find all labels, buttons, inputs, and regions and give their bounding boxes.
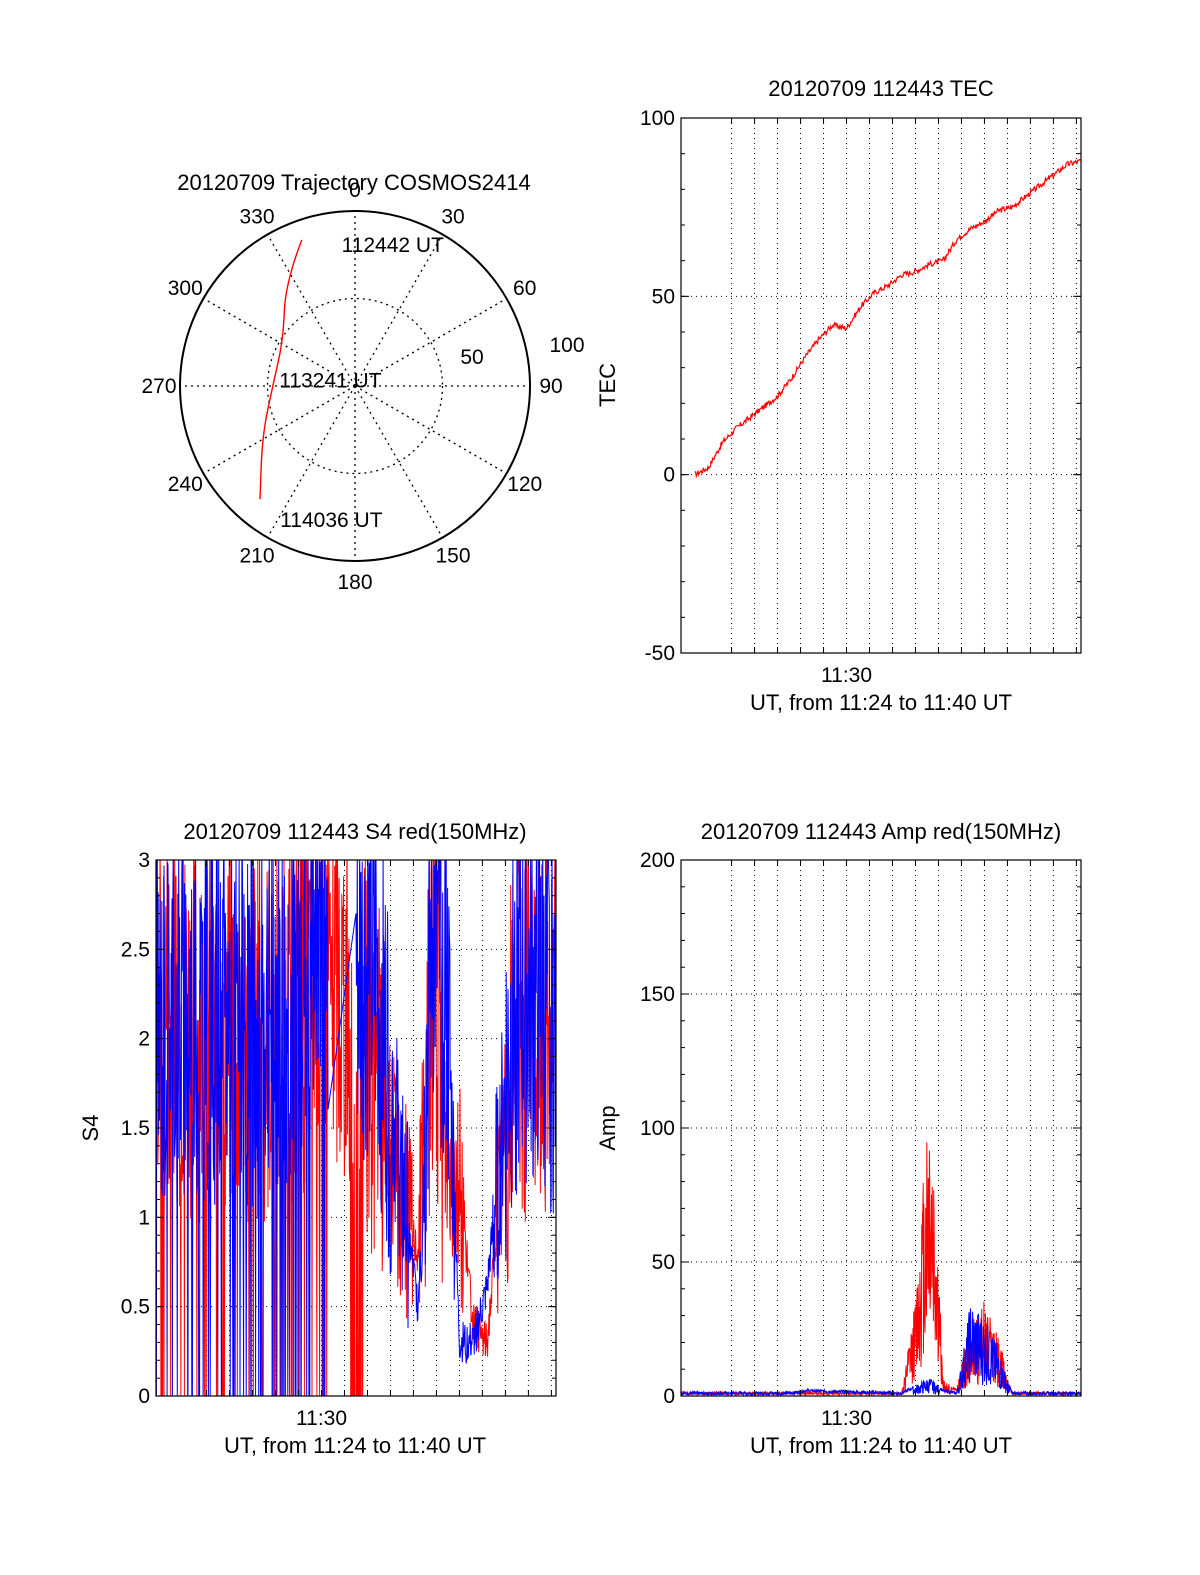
trajectory-line (259, 239, 303, 500)
s4-series-group (156, 860, 556, 1396)
y-tick-label: 1 (138, 1206, 150, 1229)
y-tick-label: 2 (138, 1028, 150, 1051)
tec-plot: 20120709 112443 TEC UT, from 11:24 to 11… (595, 76, 1082, 715)
polar-angle-label: 60 (513, 277, 536, 300)
y-tick-label: 50 (652, 1251, 675, 1274)
polar-angle-label: 0 (349, 179, 361, 202)
x-tick-label: 11:30 (821, 1407, 872, 1430)
amp-title: 20120709 112443 Amp red(150MHz) (701, 819, 1061, 844)
amp-xlabel: UT, from 11:24 to 11:40 UT (750, 1433, 1012, 1458)
polar-spoke (354, 385, 507, 475)
s4-blue-line (156, 860, 556, 1396)
trajectory-time-label: 112442 UT (342, 234, 445, 257)
polar-angle-label: 150 (435, 545, 470, 568)
y-tick-label: 100 (640, 1117, 675, 1140)
y-tick-label: 1.5 (121, 1117, 150, 1140)
amp-blue-line (681, 1308, 1081, 1396)
polar-angle-label: 30 (441, 205, 464, 228)
polar-spoke (266, 234, 356, 387)
s4-red-line (156, 860, 556, 1396)
polar-ring-label: 100 (549, 334, 584, 357)
polar-spoke (203, 385, 356, 475)
polar-labels: 0 30 60 90 120 150 180 210 240 270 300 330 50 100 1124… (141, 179, 584, 594)
trajectory-time-label: 114036 UT (280, 509, 383, 532)
s4-title: 20120709 112443 S4 red(150MHz) (183, 819, 526, 844)
polar-ring-mid (266, 297, 444, 475)
polar-angle-label: 300 (168, 277, 203, 300)
amp-ylabel: Amp (595, 1105, 620, 1150)
x-tick-label: 11:30 (296, 1407, 347, 1430)
amp-red-line (681, 1142, 1081, 1396)
y-tick-label: 0 (138, 1385, 150, 1408)
tec-ylabel: TEC (595, 363, 620, 407)
s4-ylabel: S4 (78, 1115, 103, 1142)
amp-plot-area: 200 150 100 50 0 11:30 (640, 849, 1082, 1430)
polar-grid (179, 210, 531, 562)
s4-plot: 20120709 112443 S4 red(150MHz) UT, from … (78, 819, 557, 1458)
y-tick-label: -50 (645, 642, 675, 665)
polar-spoke (354, 385, 444, 538)
polar-spoke (354, 234, 444, 387)
y-tick-label: 100 (640, 107, 675, 130)
polar-spoke (266, 385, 356, 538)
x-tick-label: 11:30 (821, 664, 872, 687)
y-tick-label: 2.5 (121, 938, 150, 961)
polar-angle-label: 330 (239, 205, 274, 228)
y-tick-label: 200 (640, 849, 675, 872)
y-tick-label: 0.5 (121, 1296, 150, 1319)
polar-angle-label: 270 (141, 375, 176, 398)
y-tick-label: 50 (652, 285, 675, 308)
polar-angle-label: 90 (539, 375, 562, 398)
polar-angle-label: 210 (239, 545, 274, 568)
polar-title: 20120709 Trajectory COSMOS2414 (177, 170, 530, 195)
tec-title: 20120709 112443 TEC (768, 76, 994, 101)
y-tick-label: 0 (663, 1385, 675, 1408)
y-tick-label: 0 (663, 464, 675, 487)
s4-plot-area: 3 2.5 2 1.5 1 0.5 0 11:30 (121, 849, 557, 1430)
polar-series (259, 239, 303, 500)
trajectory-time-label: 113241 UT (279, 369, 382, 392)
plot-frame (680, 117, 1082, 654)
polar-angle-label: 240 (168, 473, 203, 496)
y-tick-label: 150 (640, 983, 675, 1006)
polar-ring-label: 50 (460, 346, 483, 369)
amp-plot: 20120709 112443 Amp red(150MHz) UT, from… (595, 819, 1082, 1458)
tec-plot-area: 100 50 0 -50 11:30 (640, 107, 1082, 687)
amp-series-group (681, 1142, 1081, 1396)
polar-angle-label: 120 (507, 473, 542, 496)
polar-spoke (354, 297, 507, 387)
polar-spoke (203, 297, 356, 387)
polar-angle-label: 180 (337, 571, 372, 594)
s4-xlabel: UT, from 11:24 to 11:40 UT (224, 1433, 486, 1458)
trajectory-polar-plot: 20120709 Trajectory COSMOS2414 0 30 60 90 12… (141, 170, 584, 594)
y-tick-label: 3 (138, 849, 150, 872)
tec-line (694, 158, 1082, 479)
tec-xlabel: UT, from 11:24 to 11:40 UT (750, 690, 1012, 715)
polar-outer-ring (179, 210, 531, 562)
